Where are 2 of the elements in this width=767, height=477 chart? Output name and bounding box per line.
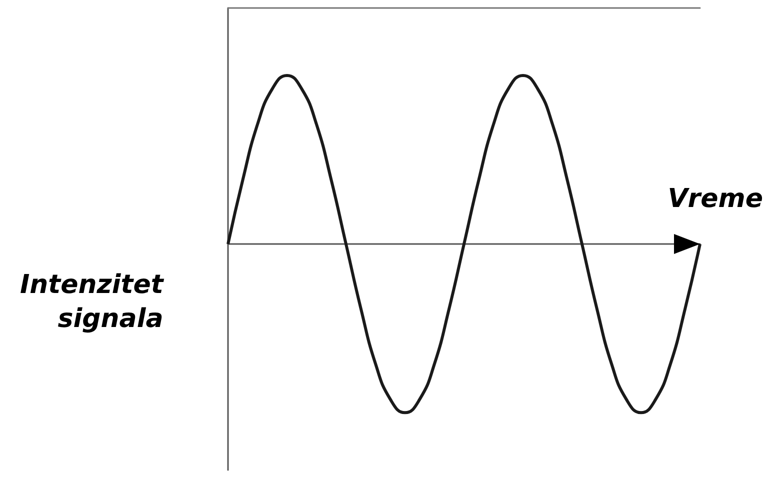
y-axis-title: Intenzitet signala [20, 270, 165, 334]
x-axis-title: Vreme [668, 184, 763, 214]
